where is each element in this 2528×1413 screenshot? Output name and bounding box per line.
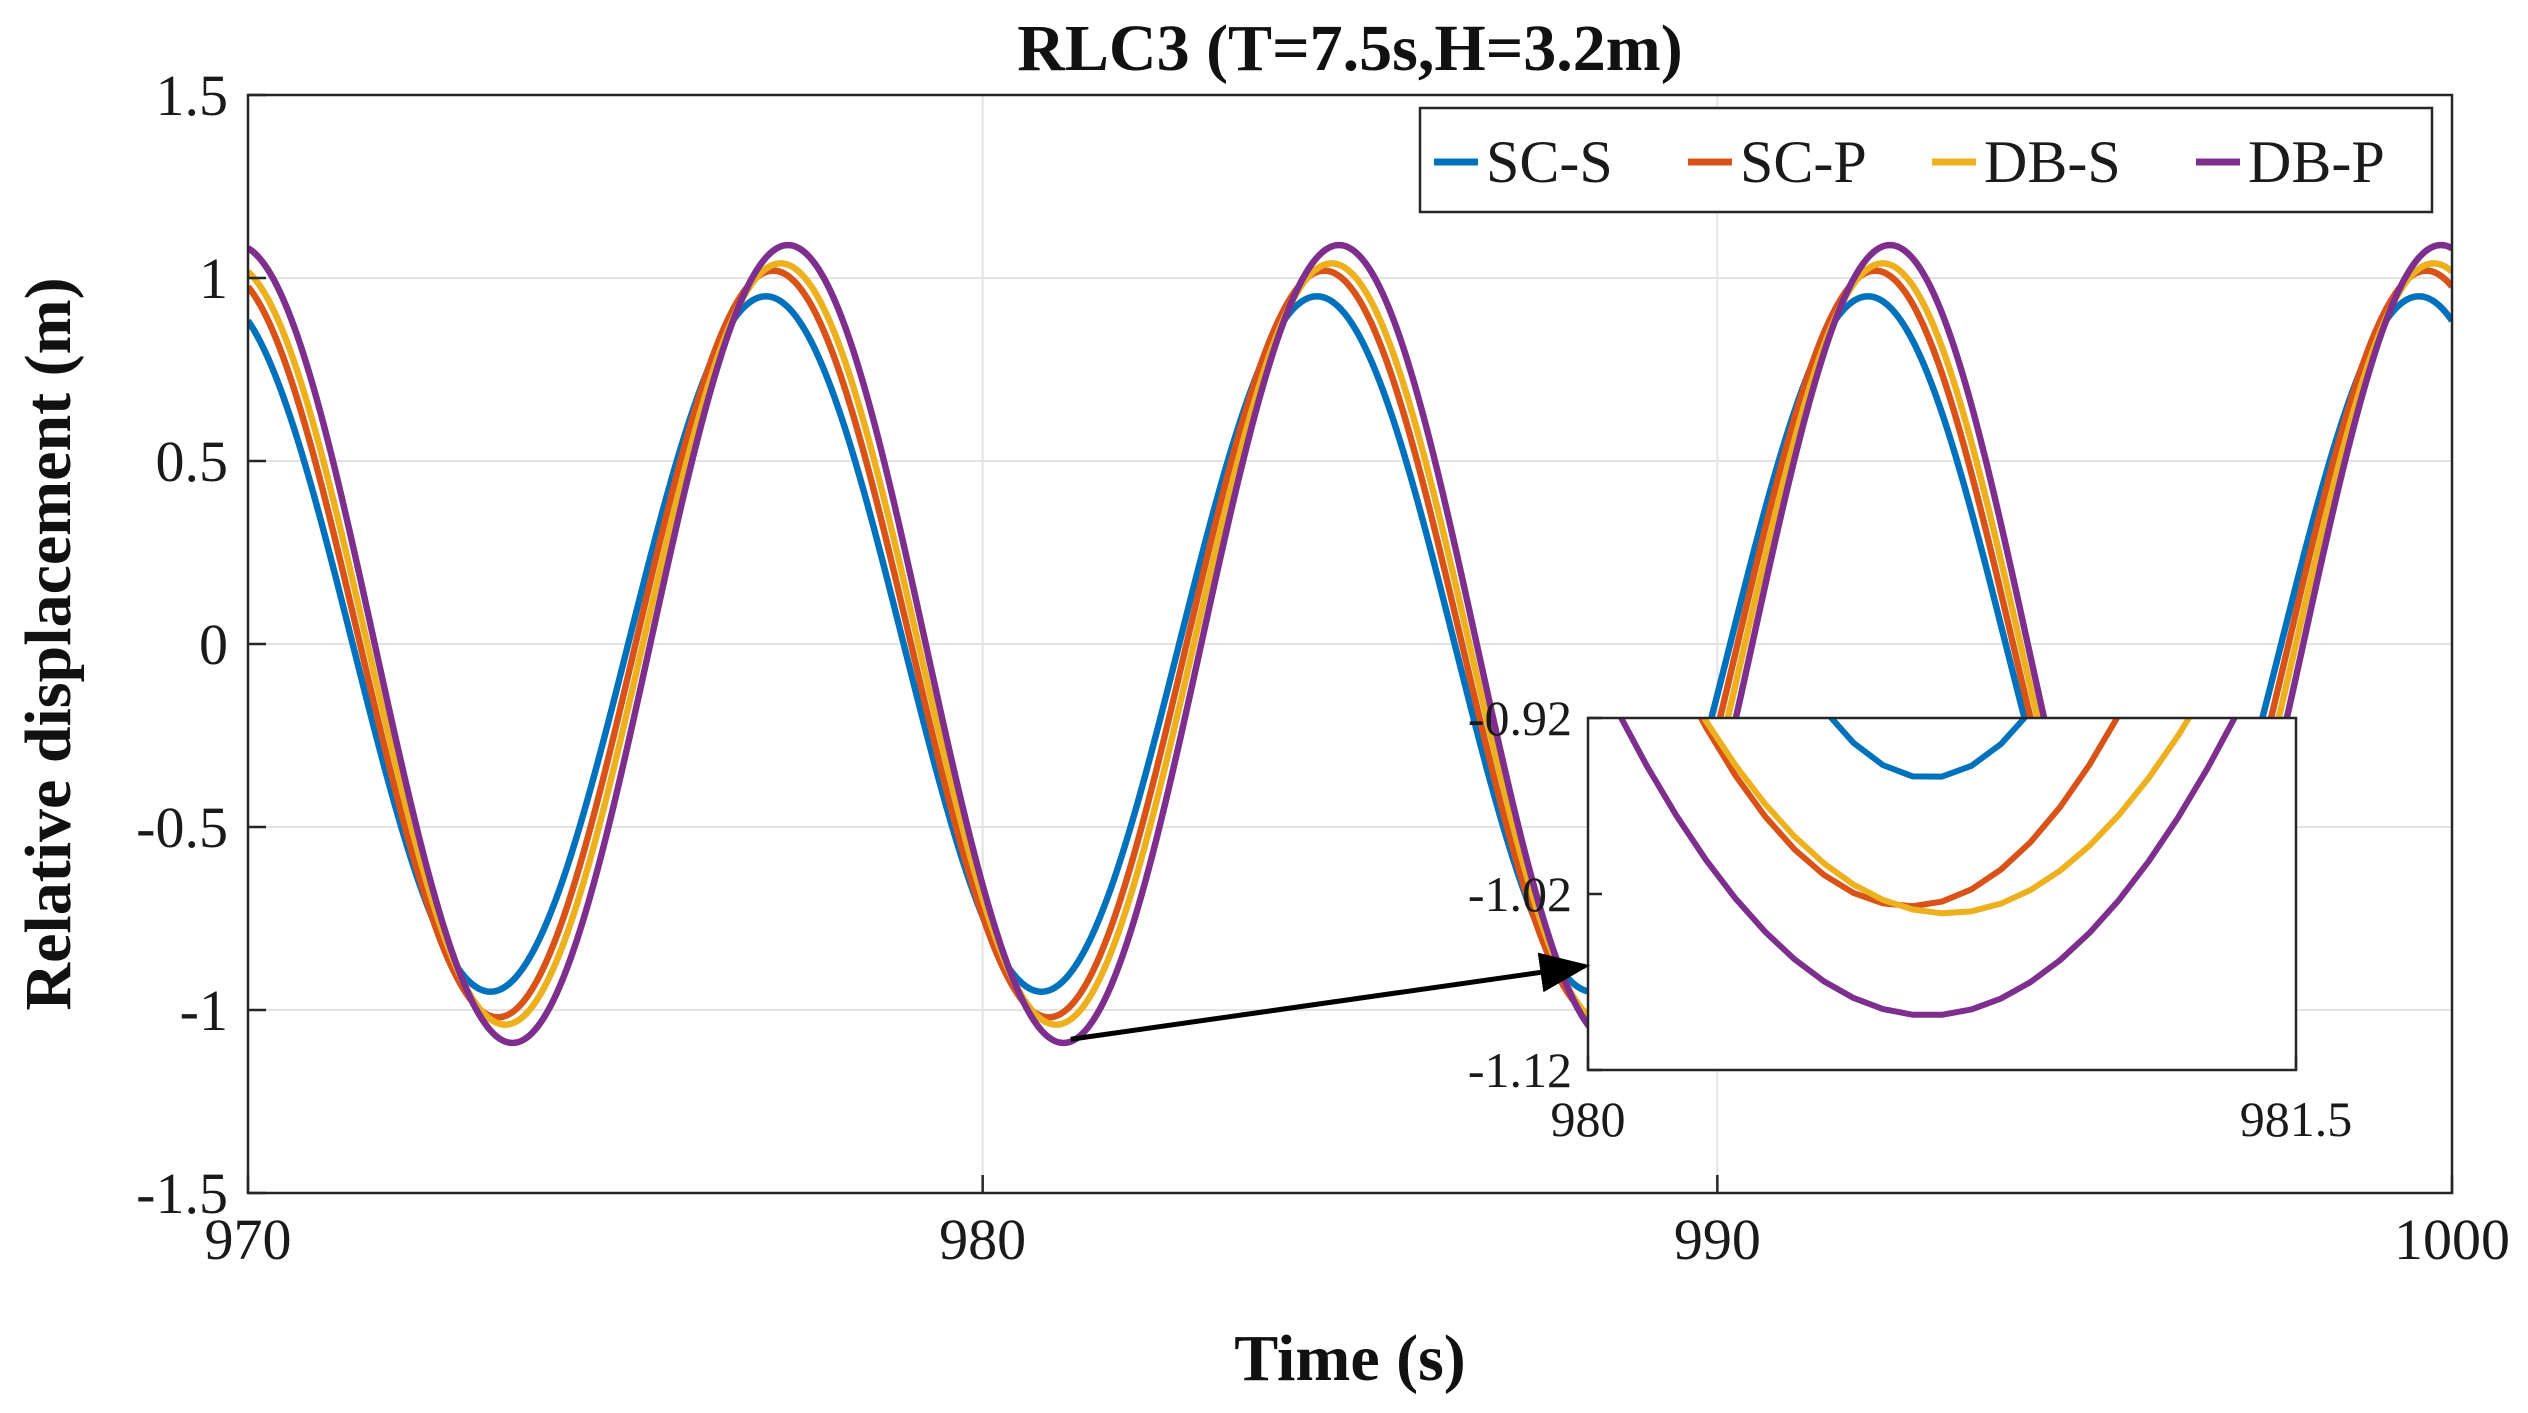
x-tick-label: 1000 xyxy=(2394,1207,2510,1272)
inset-line-sc-s xyxy=(1827,718,2029,780)
y-tick-label: 1.5 xyxy=(156,63,229,128)
inset-y-tick-label: -1.02 xyxy=(1468,866,1572,922)
y-tick-label: -0.5 xyxy=(136,795,228,860)
y-tick-label: 0 xyxy=(199,612,228,677)
inset-y-tick-label: -1.12 xyxy=(1468,1042,1572,1098)
zoom-arrow xyxy=(1070,952,1591,1042)
inset-line-db-s xyxy=(1700,718,2193,917)
x-axis-label: Time (s) xyxy=(1234,1322,1466,1395)
legend-label-sc-p: SC-P xyxy=(1740,129,1867,195)
y-tick-label: -1.5 xyxy=(136,1161,228,1226)
legend-box xyxy=(1418,106,2434,214)
y-axis-ticks: -1.5 -1 -0.5 0 0.5 1 1.5 xyxy=(136,63,266,1226)
y-tick-label: 1 xyxy=(199,246,228,311)
y-axis-label: Relative displacement (m) xyxy=(12,277,85,1010)
inset-line-db-p xyxy=(1617,718,2238,1018)
inset-series-lines xyxy=(1617,718,2238,1018)
legend: SC-S SC-P DB-S DB-P xyxy=(1418,106,2434,214)
grid xyxy=(248,95,2452,1193)
main-plot: 970 980 990 1000 -1.5 -1 -0.5 0 0.5 1 1.5 xyxy=(136,63,2510,1272)
x-tick-label: 990 xyxy=(1674,1207,1761,1272)
x-axis-ticks: 970 980 990 1000 xyxy=(205,1175,2510,1272)
inset-line-sc-p xyxy=(1697,718,2121,910)
y-tick-label: -1 xyxy=(180,978,228,1043)
legend-label-sc-s: SC-S xyxy=(1486,129,1613,195)
chart-title: RLC3 (T=7.5s,H=3.2m) xyxy=(1017,12,1683,85)
x-tick-label: 970 xyxy=(205,1207,292,1272)
x-tick-label: 980 xyxy=(939,1207,1026,1272)
inset-x-tick-label: 980 xyxy=(1551,1091,1626,1147)
legend-label-db-p: DB-P xyxy=(2248,129,2385,195)
legend-label-db-s: DB-S xyxy=(1984,129,2121,195)
inset-y-tick-label: -0.92 xyxy=(1468,690,1572,746)
y-tick-label: 0.5 xyxy=(156,429,229,494)
inset-x-tick-label: 981.5 xyxy=(2240,1091,2353,1147)
